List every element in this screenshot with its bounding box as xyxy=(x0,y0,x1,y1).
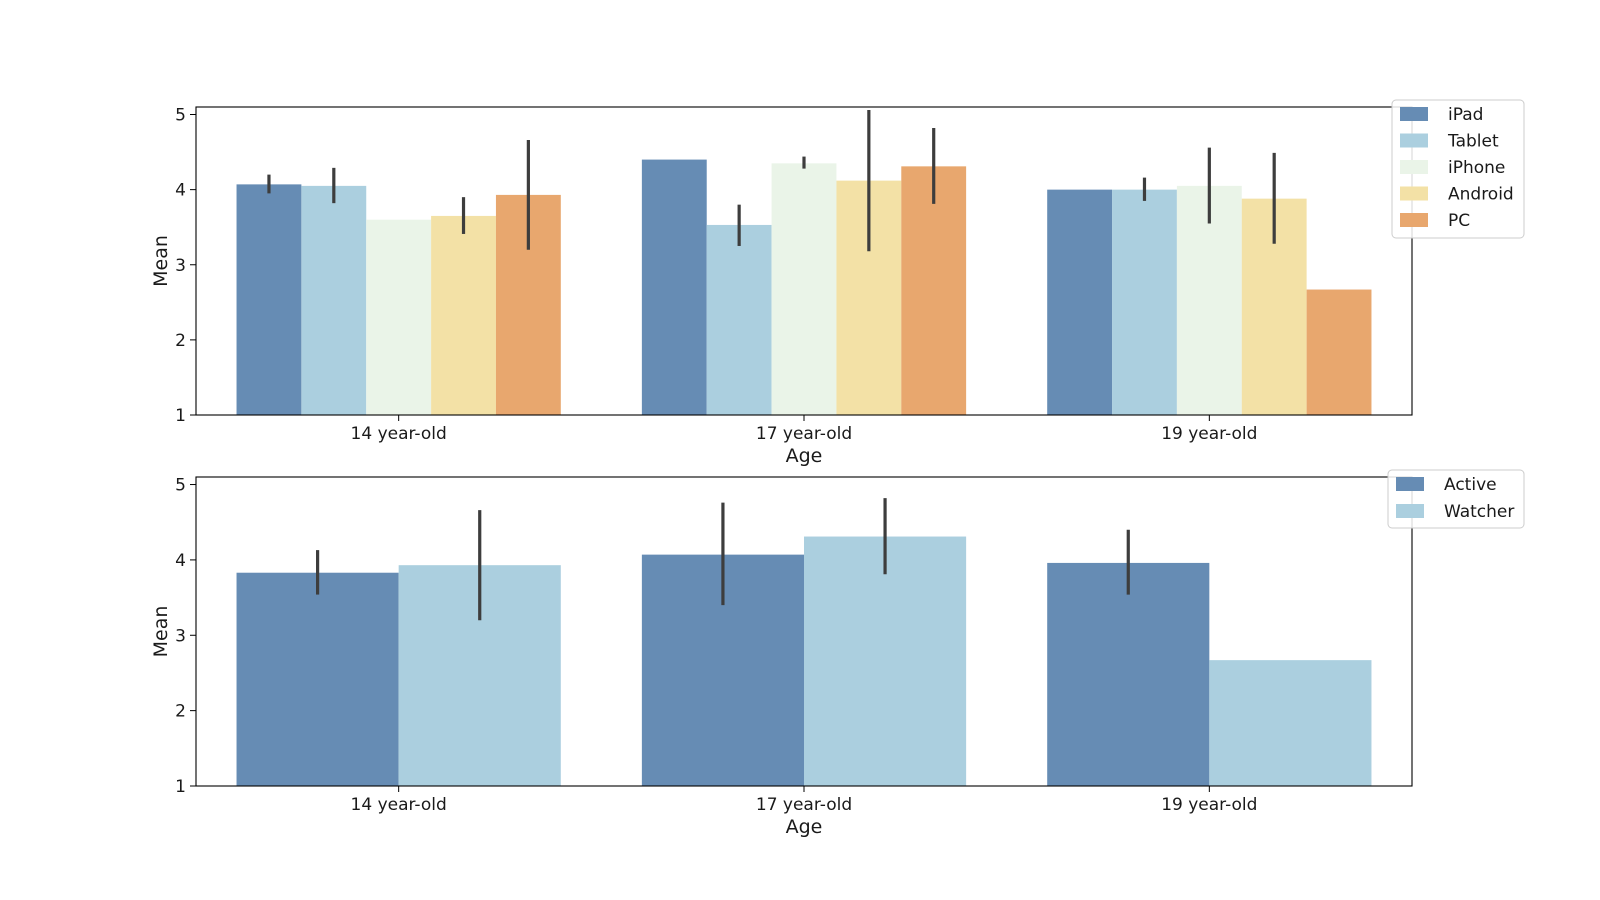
legend-label-tablet: Tablet xyxy=(1447,132,1499,152)
legend-label-watcher: Watcher xyxy=(1444,502,1514,522)
bar-tablet-1 xyxy=(301,185,367,415)
bar-tablet-2 xyxy=(706,224,772,415)
legend-label-ipad: iPad xyxy=(1448,105,1483,125)
bar-android-1 xyxy=(431,215,496,415)
x-tick-label: 17 year-old xyxy=(756,424,852,444)
bar-tablet-3 xyxy=(1112,189,1177,415)
legend-label-pc: PC xyxy=(1448,211,1470,231)
y-tick-label: 1 xyxy=(175,777,186,797)
x-tick-label: 17 year-old xyxy=(756,795,852,815)
y-tick-label: 4 xyxy=(175,551,186,571)
y-tick-label: 1 xyxy=(175,406,186,426)
chart-panel-1: 1 2 3 4 5 14 year-old 17 year-old 19 year-old Ag… xyxy=(150,99,1525,467)
bar-watcher-3 xyxy=(1209,660,1372,786)
x-axis-label: Age xyxy=(786,445,823,467)
y-tick-label: 2 xyxy=(175,331,186,351)
y-axis-label: Mean xyxy=(150,606,172,658)
y-tick-label: 2 xyxy=(175,702,186,722)
legend-swatch-ipad xyxy=(1400,107,1428,121)
legend-swatch-android xyxy=(1400,186,1428,201)
bar-ipad-2 xyxy=(641,159,707,415)
y-tick-label: 5 xyxy=(175,476,186,496)
y-axis-label: Mean xyxy=(150,235,172,287)
bar-active-1 xyxy=(236,572,399,786)
x-tick-label: 19 year-old xyxy=(1161,795,1257,815)
bar-ipad-3 xyxy=(1047,189,1113,415)
legend-swatch-tablet xyxy=(1400,133,1428,148)
bar-watcher-2 xyxy=(804,536,967,786)
y-tick-label: 3 xyxy=(175,626,186,646)
legend-swatch-active xyxy=(1396,477,1424,491)
bar-pc-2 xyxy=(901,166,967,415)
x-tick-label: 14 year-old xyxy=(351,424,447,444)
legend-label-iphone: iPhone xyxy=(1448,158,1505,178)
legend: iPad Tablet iPhone Android PC xyxy=(1391,99,1525,239)
y-tick-label: 4 xyxy=(175,181,186,201)
x-axis-label: Age xyxy=(786,816,823,838)
legend-swatch-pc xyxy=(1400,213,1428,227)
x-tick-label: 19 year-old xyxy=(1161,424,1257,444)
legend-label-active: Active xyxy=(1444,475,1497,495)
bar-iphone-3 xyxy=(1176,185,1242,415)
bar-iphone-2 xyxy=(771,163,837,415)
bar-ipad-1 xyxy=(236,184,302,415)
chart-panel-2: 1 2 3 4 5 14 year-old 17 year-old 19 year-old Ag… xyxy=(150,469,1525,838)
legend: Active Watcher xyxy=(1387,469,1525,529)
bar-iphone-1 xyxy=(366,219,432,415)
bar-active-3 xyxy=(1047,562,1210,786)
y-tick-label: 5 xyxy=(175,106,186,126)
x-tick-label: 14 year-old xyxy=(351,795,447,815)
legend-swatch-iphone xyxy=(1400,160,1428,174)
y-tick-label: 3 xyxy=(175,256,186,276)
legend-swatch-watcher xyxy=(1396,504,1424,518)
bar-pc-3 xyxy=(1306,289,1372,415)
legend-label-android: Android xyxy=(1448,185,1514,205)
